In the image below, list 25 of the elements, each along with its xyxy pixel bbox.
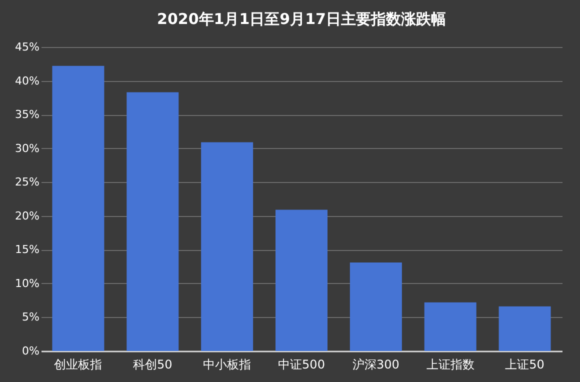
x-tick-label: 创业板指 [54, 358, 102, 372]
y-tick-label: 5% [22, 310, 40, 324]
x-tick-label: 中证500 [278, 358, 325, 372]
y-tick-label: 35% [15, 108, 40, 122]
bar [498, 306, 551, 351]
y-tick-label: 20% [15, 209, 40, 222]
y-tick-label: 10% [15, 276, 40, 290]
bar [424, 302, 476, 351]
y-tick-label: 40% [15, 74, 40, 88]
bar [350, 262, 402, 351]
x-tick-label: 上证50 [505, 358, 544, 372]
x-tick-label: 科创50 [133, 358, 172, 372]
x-tick-label: 沪深300 [352, 358, 400, 372]
chart-title: 2020年1月1日至9月17日主要指数涨跌幅 [157, 10, 446, 28]
x-tick-label: 上证指数 [426, 358, 474, 372]
bar [276, 210, 328, 351]
y-tick-label: 45% [15, 40, 40, 54]
y-tick-label: 0% [22, 344, 40, 358]
y-tick-label: 25% [15, 176, 40, 189]
y-tick-label: 15% [15, 243, 40, 256]
x-tick-label: 中小板指 [203, 358, 252, 372]
bar [126, 92, 179, 351]
bar [52, 66, 104, 351]
y-tick-label: 30% [15, 142, 40, 155]
bar [201, 142, 254, 351]
